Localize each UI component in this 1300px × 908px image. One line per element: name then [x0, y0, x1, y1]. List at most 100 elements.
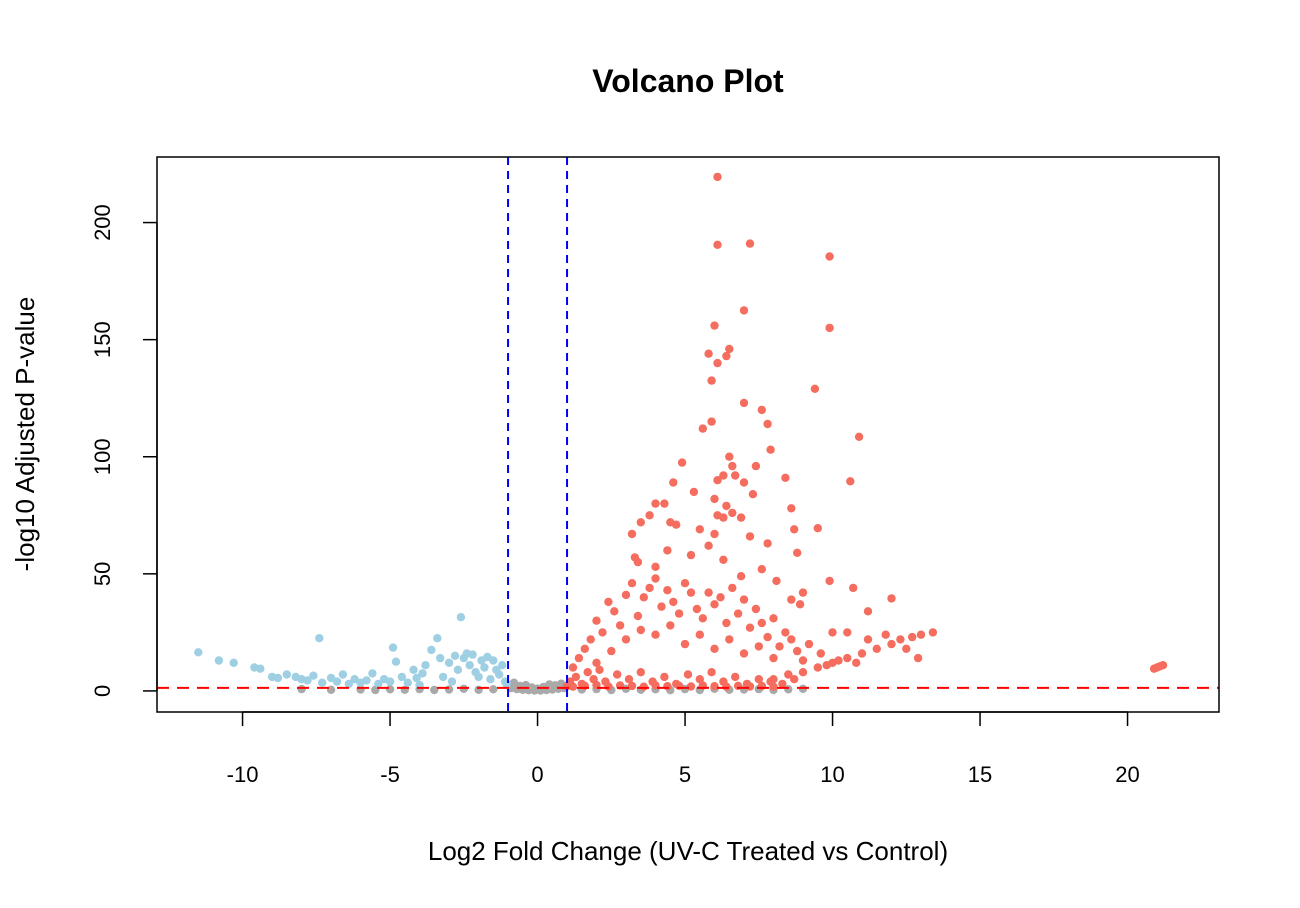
data-point-up [627, 529, 637, 539]
data-point-up [669, 478, 678, 487]
data-point-down [421, 661, 430, 670]
data-point-up [887, 594, 896, 603]
data-point-up [728, 508, 737, 518]
data-point-ns [326, 685, 336, 694]
data-point-up [677, 458, 687, 467]
data-point-up [843, 653, 852, 663]
data-point-down [409, 665, 418, 674]
x-tick-label: 5 [679, 762, 691, 787]
data-point-up [710, 321, 719, 330]
data-point-up [710, 644, 719, 653]
data-point-up [698, 614, 707, 623]
data-point-down [391, 657, 401, 666]
data-point-up [739, 398, 749, 408]
data-point-up [704, 541, 713, 550]
y-axis-title: -log10 Adjusted P-value [10, 297, 40, 572]
data-point-ns [489, 685, 498, 694]
data-point-up [725, 452, 734, 461]
data-point-up [739, 306, 749, 315]
data-point-up [751, 461, 761, 471]
data-point-up [722, 618, 731, 628]
data-point-up [916, 630, 926, 639]
data-point-up [908, 632, 917, 642]
data-point-down [486, 675, 495, 684]
data-point-up [763, 419, 772, 429]
data-point-up [633, 611, 643, 621]
data-point-up [828, 628, 837, 637]
data-point-up [731, 672, 740, 682]
data-point-up [710, 682, 719, 691]
data-point-down [338, 670, 348, 679]
x-axis: -10 -5 0 5 10 15 20 [227, 711, 1140, 787]
data-point-up [798, 588, 808, 597]
data-point-up [713, 240, 722, 249]
data-point-up [769, 682, 778, 691]
data-point-up [657, 602, 666, 611]
x-tick-label: -10 [227, 762, 259, 787]
data-point-up [745, 532, 755, 541]
data-point-down [502, 679, 511, 689]
data-point-up [672, 520, 681, 529]
data-point-up [790, 675, 799, 684]
data-point-up [645, 511, 654, 520]
x-axis-title: Log2 Fold Change (UV-C Treated vs Contro… [428, 836, 948, 866]
data-point-up [887, 639, 896, 649]
data-point-up [719, 513, 728, 522]
data-point-up [710, 600, 719, 609]
data-point-up [790, 525, 799, 534]
data-point-up [745, 239, 755, 248]
data-point-up [704, 349, 713, 358]
data-point-up [651, 630, 660, 639]
data-point-up [798, 656, 808, 665]
data-point-up [928, 628, 938, 637]
data-point-down [495, 670, 504, 679]
data-point-up [613, 670, 622, 679]
data-point-down [412, 673, 421, 683]
data-point-up [615, 621, 625, 630]
data-point-up [849, 583, 858, 593]
data-point-down [427, 645, 436, 655]
data-point-up [739, 595, 749, 604]
data-point-up [636, 625, 645, 635]
data-point-up [713, 358, 722, 368]
data-point-up [574, 653, 584, 663]
data-point-up [728, 461, 737, 471]
data-point-down [397, 672, 407, 682]
data-point-up [713, 476, 722, 485]
data-point-up [913, 653, 923, 663]
data-point-up [778, 679, 787, 689]
data-point-up [598, 628, 607, 637]
data-point-down [344, 679, 353, 689]
data-point-up [568, 682, 578, 691]
data-point-up [757, 405, 766, 415]
data-point-up [568, 663, 578, 672]
data-point-up [784, 670, 793, 679]
y-axis: 0 50 100 150 200 [90, 204, 158, 697]
data-point-up [651, 574, 660, 583]
data-point-up [692, 604, 702, 614]
data-point-up [695, 525, 704, 534]
data-point-up [686, 550, 696, 560]
data-point-up [710, 529, 719, 539]
data-point-up [624, 675, 634, 684]
data-point-up [719, 471, 728, 480]
data-point-up [872, 644, 881, 653]
data-point-up [645, 583, 654, 593]
data-point-up [583, 668, 592, 677]
data-point-up [666, 621, 675, 630]
data-point-down [498, 661, 507, 670]
data-point-up [571, 672, 581, 682]
data-point-up [704, 588, 713, 597]
data-point-down [456, 613, 466, 622]
data-point-up [781, 628, 790, 637]
data-point-up [592, 616, 601, 625]
x-tick-label: 15 [968, 762, 992, 787]
data-point-down [309, 671, 318, 680]
data-point-down [368, 669, 377, 678]
data-point-down [362, 676, 371, 685]
data-point-up [725, 344, 734, 354]
data-point-down [474, 672, 483, 682]
data-point-up [669, 597, 678, 607]
data-point-down [447, 677, 457, 686]
data-point-ns [444, 685, 454, 694]
